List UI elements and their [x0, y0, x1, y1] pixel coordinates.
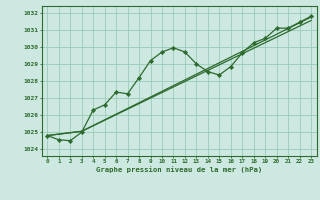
X-axis label: Graphe pression niveau de la mer (hPa): Graphe pression niveau de la mer (hPa) — [96, 166, 262, 173]
